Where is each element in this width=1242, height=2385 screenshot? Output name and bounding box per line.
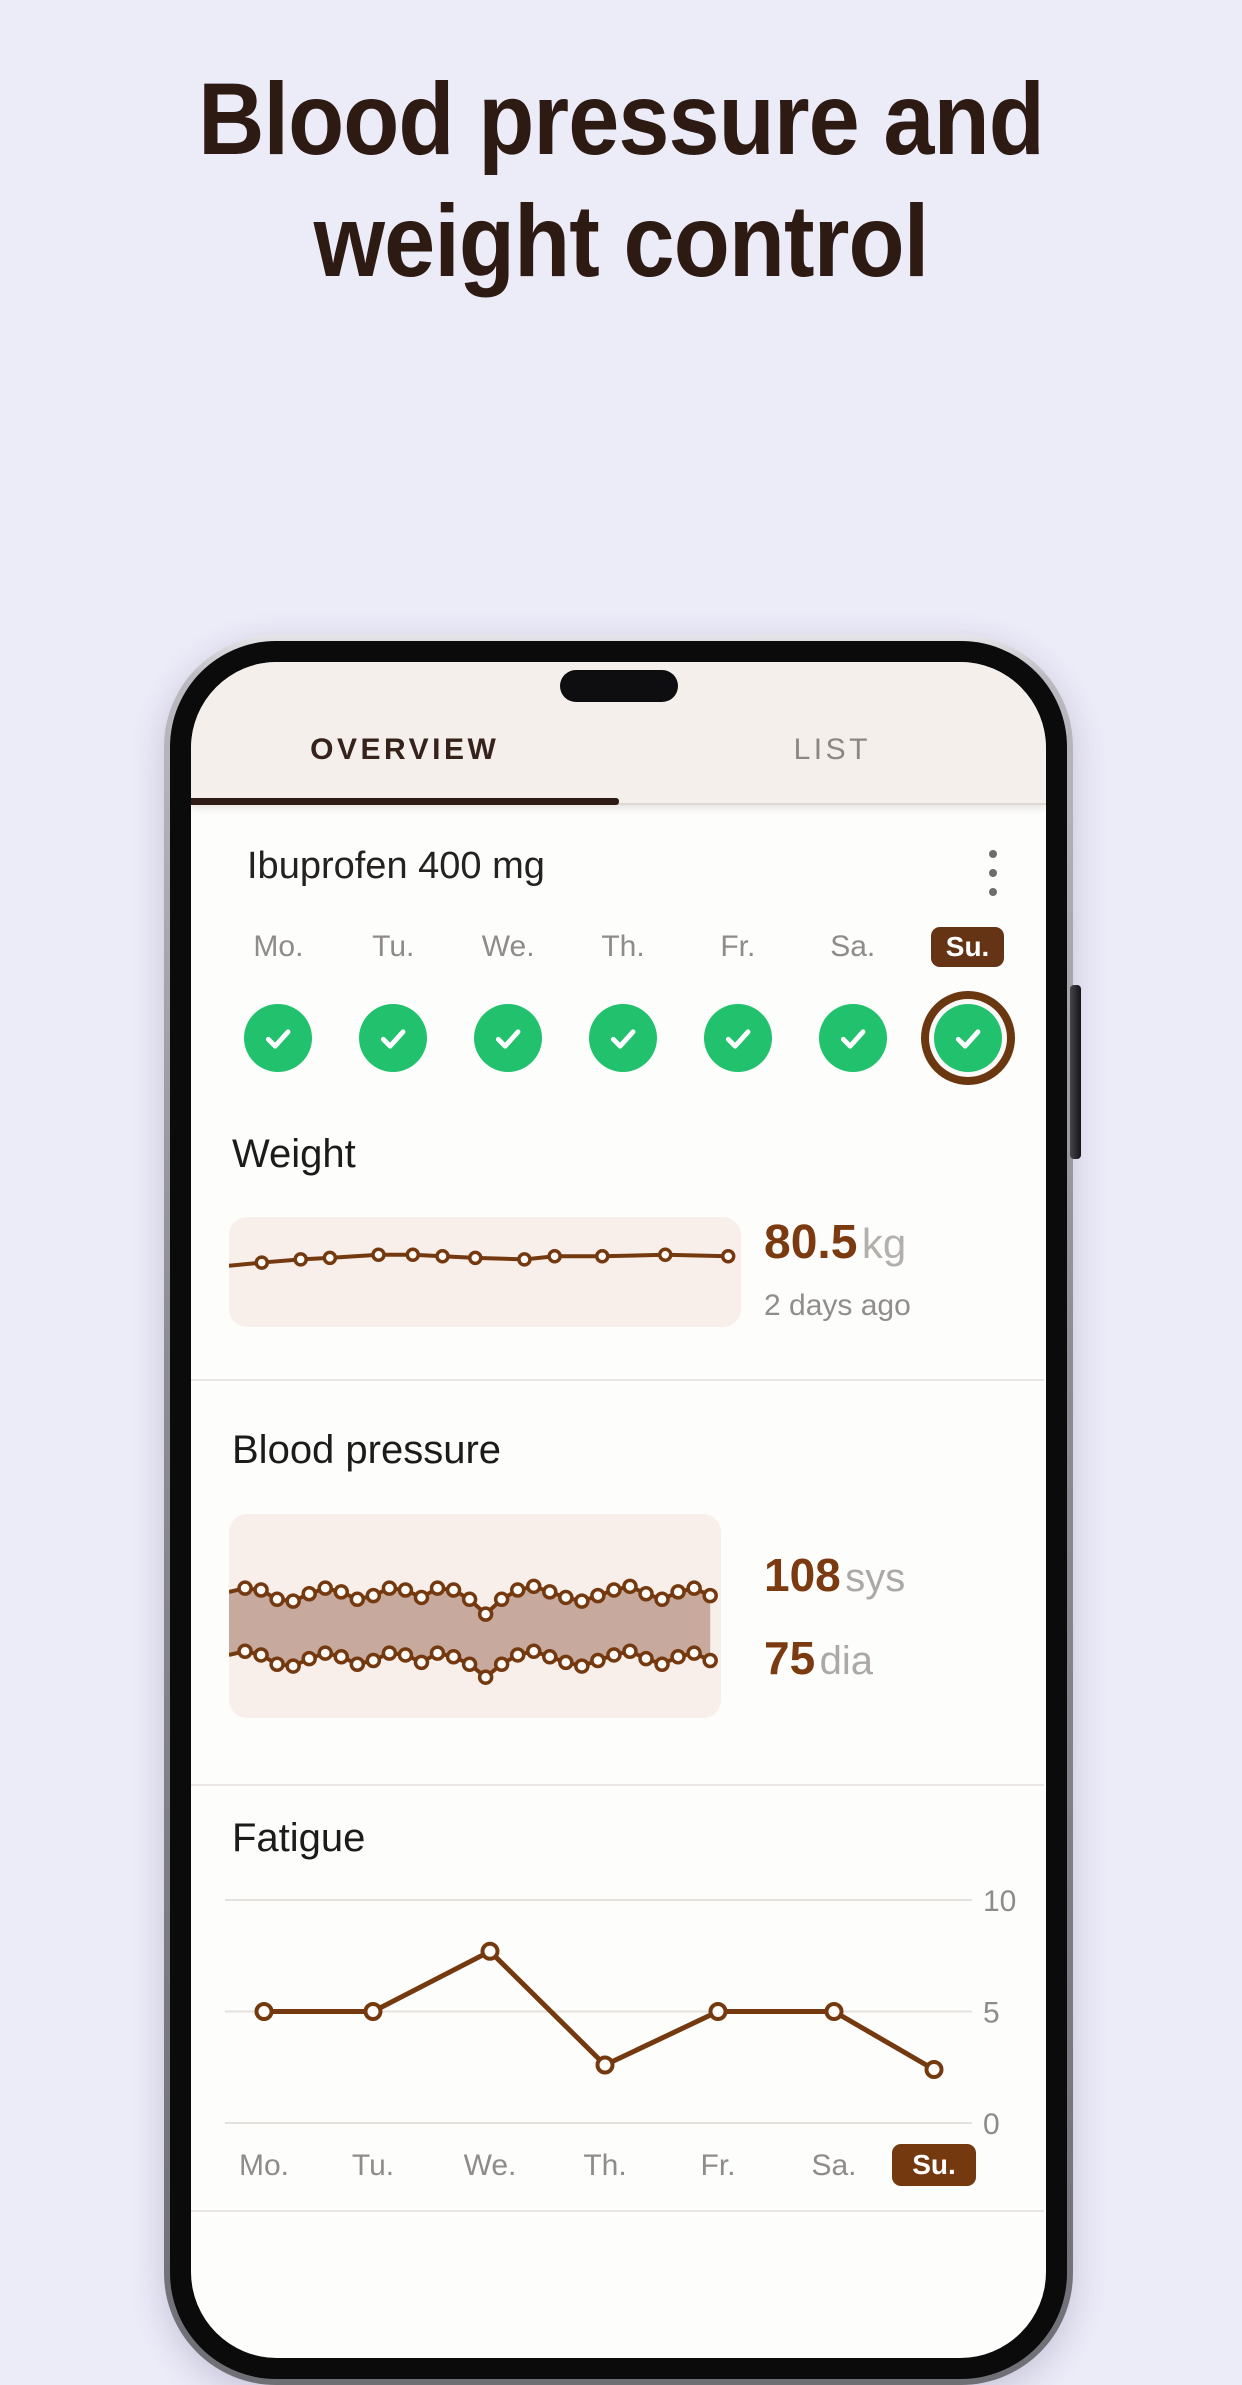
active-tab-indicator [191, 798, 619, 805]
section-divider [191, 2210, 1044, 2212]
weight-unit: kg [861, 1220, 907, 1267]
blood-pressure-chart[interactable] [229, 1514, 721, 1718]
weight-section-title: Weight [232, 1132, 356, 1176]
check-circle-icon-Th[interactable] [588, 1004, 657, 1072]
bp-diastolic-label: dia [819, 1639, 874, 1683]
check-circle-icon-Sa[interactable] [818, 1004, 887, 1072]
svg-text:5: 5 [983, 1997, 1000, 2030]
fatigue-x-label-We: We. [463, 2149, 517, 2182]
phone-bezel: OVERVIEW LIST Ibuprofen 400 mg Mo. Tu. We.… [170, 641, 1067, 2379]
day-label-Fr: Fr. [720, 930, 756, 963]
phone-power-button [1070, 985, 1081, 1159]
day-check-cell-Su [910, 991, 1025, 1085]
check-circle-icon-Fr[interactable] [703, 1004, 772, 1072]
medication-title: Ibuprofen 400 mg [247, 845, 545, 887]
bp-section-title: Blood pressure [232, 1428, 502, 1472]
page-title-line2: weight control [313, 184, 930, 298]
day-check-cell-We [451, 991, 566, 1085]
day-label-Su: Su. [910, 924, 1025, 970]
day-check-cell-Mo [221, 991, 336, 1085]
fatigue-x-label-Th: Th. [583, 2149, 627, 2182]
day-label-Mo: Mo. [253, 930, 304, 963]
fatigue-chart[interactable]: 0 5 10 [225, 1878, 1037, 2150]
weight-updated: 2 days ago [764, 1289, 911, 1322]
check-circle-icon-We[interactable] [474, 1004, 543, 1072]
check-circle-icon-Mo[interactable] [244, 1004, 313, 1072]
week-day-labels: Mo. Tu. We. Th. Fr. Sa. Su. [221, 924, 1025, 970]
weight-chart[interactable] [229, 1217, 741, 1327]
tab-list[interactable]: LIST [619, 662, 1047, 803]
phone-mockup: OVERVIEW LIST Ibuprofen 400 mg Mo. Tu. We.… [164, 635, 1081, 2385]
tab-overview-label: OVERVIEW [310, 732, 500, 766]
tab-overview[interactable]: OVERVIEW [191, 662, 619, 803]
day-label-Sa: Sa. [830, 930, 876, 963]
fatigue-section-title: Fatigue [232, 1816, 366, 1860]
fatigue-x-label-Fr: Fr. [700, 2149, 736, 2182]
day-check-cell-Th [566, 991, 681, 1085]
fatigue-x-label-Sa: Sa. [811, 2149, 857, 2182]
tab-list-label: LIST [793, 732, 871, 766]
bp-value-block: 108 sys 75 dia [764, 1546, 905, 1698]
svg-text:10: 10 [983, 1885, 1016, 1918]
week-day-checks [221, 991, 1025, 1085]
phone-screen: OVERVIEW LIST Ibuprofen 400 mg Mo. Tu. We.… [191, 662, 1046, 2358]
day-check-cell-Tu [336, 991, 451, 1085]
day-check-cell-Sa [795, 991, 910, 1085]
fatigue-x-label-Su: Su. [892, 2144, 976, 2186]
day-label-Tu: Tu. [372, 930, 415, 963]
check-circle-icon-Tu[interactable] [359, 1004, 428, 1072]
kebab-menu-icon[interactable] [971, 850, 1015, 896]
weight-value: 80.5 [764, 1216, 858, 1269]
page-title: Blood pressure and weight control [62, 58, 1180, 302]
page-title-line1: Blood pressure and [198, 62, 1045, 176]
section-divider [191, 1784, 1044, 1786]
svg-text:0: 0 [983, 2108, 1000, 2141]
bp-systolic-value: 108 [764, 1549, 841, 1601]
day-check-cell-Fr [680, 991, 795, 1085]
check-circle-icon-Su[interactable] [933, 1004, 1002, 1072]
section-divider [191, 1379, 1044, 1381]
day-label-Th: Th. [601, 930, 645, 963]
bp-systolic-label: sys [845, 1556, 906, 1600]
fatigue-x-label-Mo: Mo. [238, 2149, 289, 2182]
bp-diastolic-value: 75 [764, 1632, 816, 1684]
fatigue-x-label-Tu: Tu. [351, 2149, 395, 2182]
camera-pill-icon [559, 670, 678, 702]
weight-value-block: 80.5 kg 2 days ago [764, 1214, 911, 1324]
day-label-We: We. [481, 930, 535, 963]
